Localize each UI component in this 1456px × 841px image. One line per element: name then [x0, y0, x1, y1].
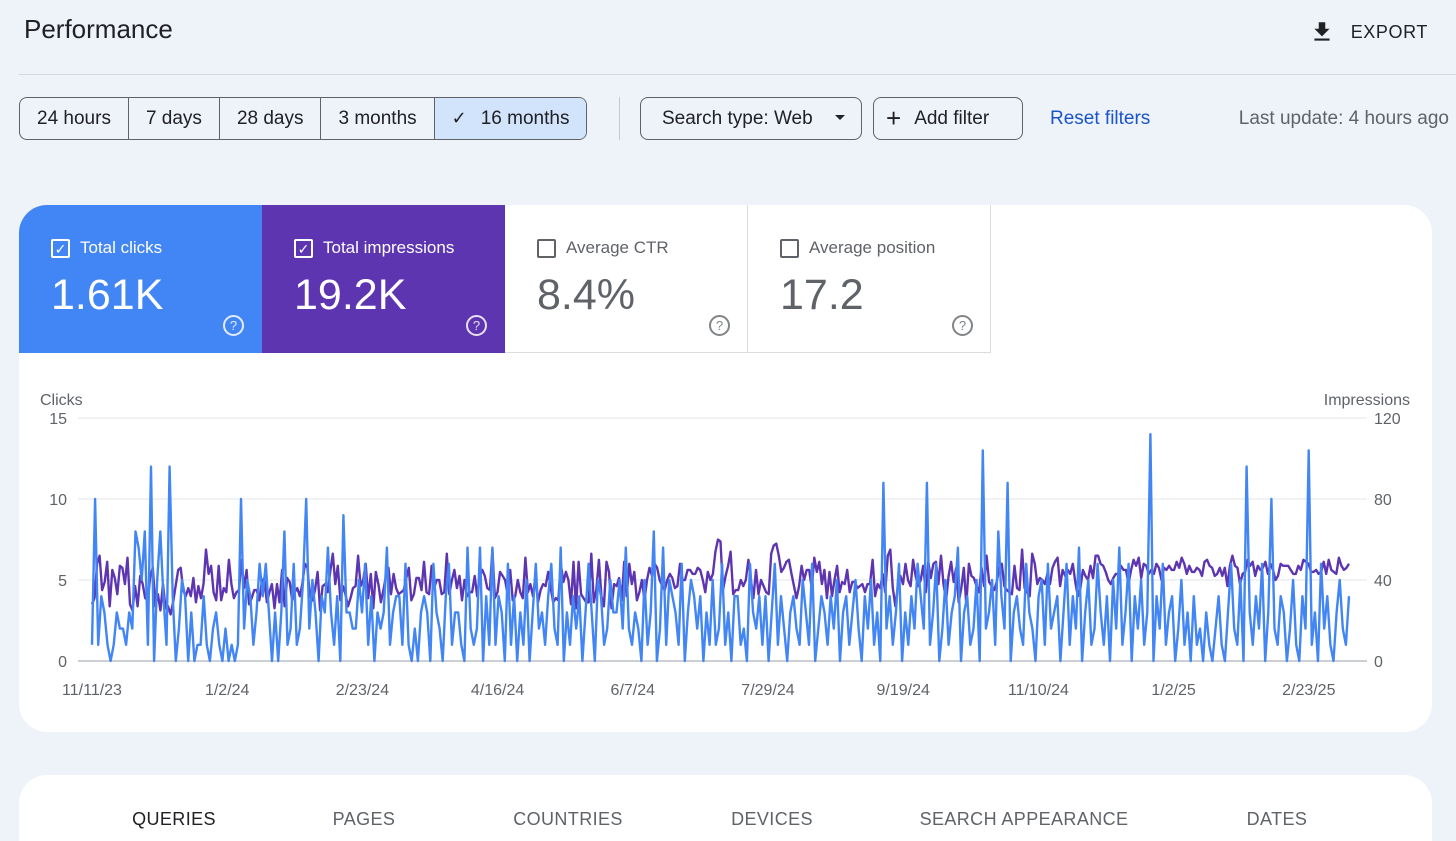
metric-label: Average CTR	[566, 238, 669, 257]
left-tick-label: 0	[58, 654, 67, 671]
checkbox-unchecked-icon[interactable]	[780, 239, 799, 258]
performance-chart-card: ✓ Total clicks 1.61K ? ✓ Total impressio…	[19, 205, 1432, 732]
add-filter-button[interactable]: + Add filter	[873, 97, 1023, 140]
metric-value: 19.2K	[294, 271, 407, 319]
metric-label: Total impressions	[323, 238, 455, 257]
left-tick-label: 10	[49, 492, 67, 509]
x-tick-label: 11/11/23	[62, 682, 122, 699]
export-label: EXPORT	[1350, 21, 1428, 42]
metric-total-clicks[interactable]: ✓ Total clicks 1.61K ?	[19, 205, 262, 353]
date-range-24-hours[interactable]: 24 hours	[20, 98, 129, 139]
metric-average-ctr[interactable]: Average CTR 8.4% ?	[505, 205, 748, 353]
help-icon[interactable]: ?	[952, 315, 973, 336]
metric-total-impressions[interactable]: ✓ Total impressions 19.2K ?	[262, 205, 505, 353]
x-tick-label: 9/19/24	[877, 682, 930, 699]
date-range-selector: 24 hours 7 days 28 days 3 months ✓ 16 mon…	[19, 97, 588, 140]
checkmark-icon: ✓	[451, 108, 467, 128]
performance-line-chart: Clicks Impressions 15 120 10 80 5 40 0 0 11/11/2…	[40, 392, 1410, 699]
dropdown-caret-icon	[835, 115, 845, 120]
metric-value: 17.2	[780, 271, 864, 319]
checkbox-unchecked-icon[interactable]	[537, 239, 556, 258]
help-icon[interactable]: ?	[466, 315, 487, 336]
tab-devices[interactable]: DEVICES	[731, 809, 813, 829]
left-tick-label: 15	[49, 411, 67, 428]
plus-icon: +	[886, 102, 902, 133]
metric-value: 1.61K	[51, 271, 164, 319]
right-tick-label: 120	[1374, 411, 1401, 428]
x-tick-label: 2/23/25	[1282, 682, 1335, 699]
left-axis-label: Clicks	[40, 392, 83, 409]
chart-series	[90, 433, 1351, 663]
right-tick-label: 40	[1374, 573, 1392, 590]
date-range-3-months[interactable]: 3 months	[321, 98, 435, 139]
filter-separator	[619, 97, 620, 140]
x-tick-label: 2/23/24	[336, 682, 389, 699]
help-icon[interactable]: ?	[709, 315, 730, 336]
page-title: Performance	[24, 14, 173, 44]
filter-bar: 24 hours 7 days 28 days 3 months ✓ 16 mon…	[19, 97, 1449, 140]
tab-pages[interactable]: PAGES	[332, 809, 396, 829]
help-icon[interactable]: ?	[223, 315, 244, 336]
date-range-7-days[interactable]: 7 days	[129, 98, 220, 139]
metric-value: 8.4%	[537, 271, 636, 319]
add-filter-label: Add filter	[914, 107, 990, 129]
reset-filters-link[interactable]: Reset filters	[1050, 108, 1151, 129]
right-axis-label: Impressions	[1324, 392, 1410, 409]
date-range-16-months[interactable]: ✓ 16 months	[434, 98, 587, 139]
x-tick-label: 1/2/25	[1151, 682, 1196, 699]
tab-queries[interactable]: QUERIES	[132, 809, 216, 829]
x-tick-label: 4/16/24	[471, 682, 524, 699]
tab-countries[interactable]: COUNTRIES	[513, 809, 623, 829]
left-tick-label: 5	[58, 573, 67, 590]
tab-search-appearance[interactable]: SEARCH APPEARANCE	[919, 809, 1129, 829]
search-type-label: Search type: Web	[662, 107, 813, 129]
checkbox-checked-icon[interactable]: ✓	[51, 239, 70, 258]
dimension-tabs: QUERIES PAGES COUNTRIES DEVICES SEARCH A…	[19, 775, 1432, 841]
right-tick-label: 0	[1374, 654, 1383, 671]
x-tick-label: 6/7/24	[611, 682, 656, 699]
date-range-28-days[interactable]: 28 days	[220, 98, 322, 139]
x-tick-label: 11/10/24	[1008, 682, 1069, 699]
tab-dates[interactable]: DATES	[1246, 809, 1308, 829]
header-divider	[19, 74, 1456, 75]
right-tick-label: 80	[1374, 492, 1392, 509]
metric-label: Total clicks	[80, 238, 163, 257]
download-icon	[1314, 22, 1330, 41]
checkbox-checked-icon[interactable]: ✓	[294, 239, 313, 258]
metric-label: Average position	[809, 238, 936, 257]
page-header: Performance EXPORT	[0, 0, 1456, 74]
export-button[interactable]: EXPORT	[1309, 16, 1428, 48]
search-type-dropdown[interactable]: Search type: Web	[640, 97, 862, 140]
x-tick-label: 1/2/24	[205, 682, 250, 699]
last-update-text: Last update: 4 hours ago	[1238, 108, 1449, 129]
chart-tick-labels: 15 120 10 80 5 40 0 0 11/11/23 1/2/24 2/23/24 4/16/…	[49, 411, 1401, 699]
series-line-clicks	[90, 433, 1351, 663]
x-tick-label: 7/29/24	[741, 682, 794, 699]
metric-average-position[interactable]: Average position 17.2 ?	[748, 205, 991, 353]
